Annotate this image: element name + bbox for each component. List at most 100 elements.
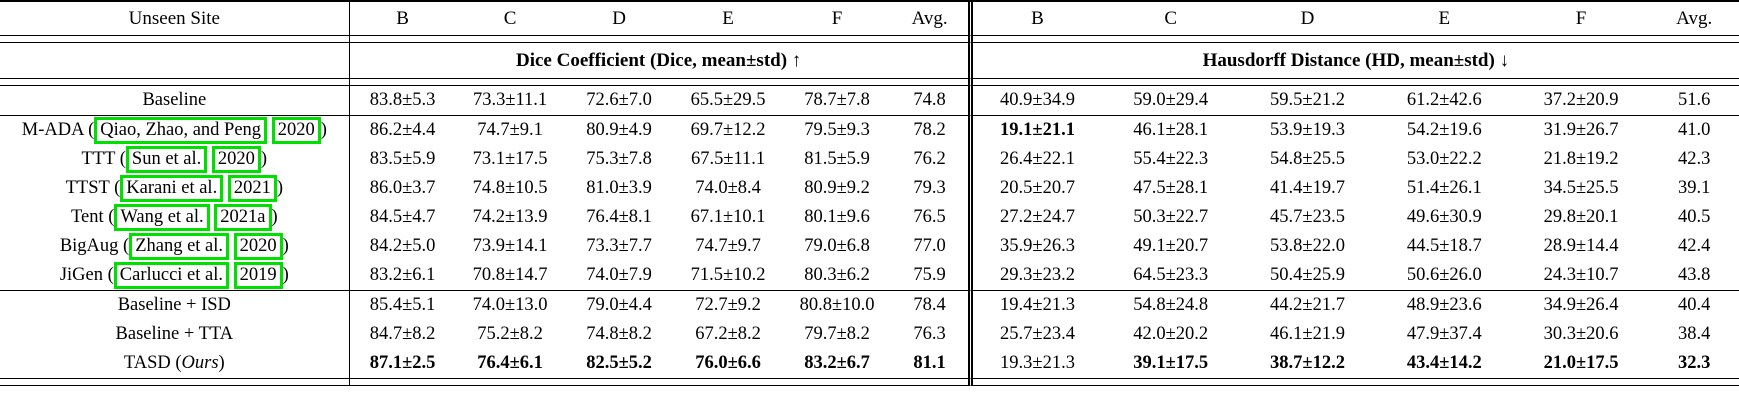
row-label: Tent (Wang et al. 2021a) bbox=[0, 203, 350, 232]
dice-value-cell: 76.5 bbox=[913, 207, 946, 227]
col-header-dice-c: C bbox=[455, 2, 565, 36]
dice-value-cell: 84.2±5.0 bbox=[369, 236, 436, 256]
col-header-unseen-site: Unseen Site bbox=[0, 2, 350, 36]
table-row: JiGen (Carlucci et al. 2019) 83.2±6.1 70.8… bbox=[0, 261, 1739, 290]
hd-value-cell: 59.0±29.4 bbox=[1133, 90, 1209, 110]
hd-value-cell: 42.3 bbox=[1678, 149, 1711, 169]
hd-value-cell: 46.1±28.1 bbox=[1102, 115, 1240, 145]
citation-link[interactable]: 2021a bbox=[214, 204, 272, 231]
dice-value-cell: 87.1±2.5 bbox=[349, 349, 456, 379]
row-label-text: Baseline bbox=[142, 90, 207, 110]
dice-value-cell: 67.1±10.1 bbox=[690, 207, 766, 227]
dice-value-cell: 84.5±4.7 bbox=[369, 207, 436, 227]
citation-link[interactable]: Carlucci et al. bbox=[113, 262, 230, 289]
citation-link[interactable]: Sun et al. bbox=[125, 146, 208, 173]
citation-link[interactable]: Wang et al. bbox=[114, 204, 210, 231]
col-header-hd-d: D bbox=[1239, 2, 1376, 36]
dice-value-cell: 81.5±5.9 bbox=[804, 149, 870, 169]
row-label-text: ) bbox=[282, 265, 289, 285]
hd-value-cell: 29.3±23.2 bbox=[967, 261, 1103, 290]
table-row: TASD (Ours) 87.1±2.5 76.4±6.1 82.5±5.2 76.0±… bbox=[0, 349, 1739, 379]
row-label: TTST (Karani et al. 2021) bbox=[0, 174, 350, 203]
hd-value-cell: 42.4 bbox=[1678, 236, 1711, 256]
dice-value-cell: 72.7±9.2 bbox=[673, 290, 783, 320]
row-label-text: TTT ( bbox=[81, 149, 126, 169]
hd-value-cell: 42.0±20.2 bbox=[1133, 324, 1209, 344]
dice-value-cell: 70.8±14.7 bbox=[472, 265, 548, 285]
row-label: Baseline + TTA bbox=[0, 320, 350, 349]
dice-value-cell: 84.7±8.2 bbox=[369, 324, 436, 344]
citation-link[interactable]: 2020 bbox=[211, 146, 261, 173]
row-label-text: TASD ( bbox=[123, 353, 182, 373]
table-row: Baseline 83.8±5.3 73.3±11.1 72.6±7.0 65.5±29… bbox=[0, 86, 1739, 115]
dice-section-title: Dice Coefficient (Dice, mean±std) ↑ bbox=[349, 43, 968, 79]
hd-value-cell: 40.4 bbox=[1649, 290, 1739, 320]
hd-value-cell: 54.8±24.8 bbox=[1102, 290, 1240, 320]
citation-link[interactable]: Zhang et al. bbox=[129, 233, 230, 260]
citation-link[interactable]: Qiao, Zhao, and Peng bbox=[94, 117, 268, 144]
hd-value-cell: 28.9±14.4 bbox=[1543, 236, 1619, 256]
hd-value-cell: 55.4±22.3 bbox=[1133, 149, 1209, 169]
hd-value-cell: 26.4±22.1 bbox=[967, 145, 1103, 174]
dice-value-cell: 73.1±17.5 bbox=[472, 149, 548, 169]
hd-value-cell: 34.5±25.5 bbox=[1543, 178, 1619, 198]
row-label-italic: Ours bbox=[181, 353, 219, 373]
dice-value-cell: 80.9±4.9 bbox=[564, 115, 674, 145]
row-label-text: Tent ( bbox=[70, 207, 115, 227]
table-row: TTT (Sun et al. 2020) 83.5±5.9 73.1±17.5 75… bbox=[0, 145, 1739, 174]
dice-value-cell: 83.5±5.9 bbox=[369, 149, 436, 169]
hd-value-cell: 27.2±24.7 bbox=[967, 203, 1103, 232]
row-label-text: ) bbox=[282, 236, 289, 256]
hd-value-cell: 41.0 bbox=[1649, 115, 1739, 145]
row-label-text: TTST ( bbox=[65, 178, 121, 198]
dice-value-cell: 74.8 bbox=[913, 90, 946, 110]
empty-corner-cell bbox=[0, 43, 350, 79]
hd-value-cell: 49.6±30.9 bbox=[1406, 207, 1482, 227]
table-row: Baseline + TTA 84.7±8.2 75.2±8.2 74.8±8.2 67… bbox=[0, 320, 1739, 349]
table-row: M-ADA (Qiao, Zhao, and Peng 2020) 86.2±4.… bbox=[0, 115, 1739, 145]
dice-value-cell: 78.4 bbox=[891, 290, 968, 320]
hd-value-cell: 49.1±20.7 bbox=[1133, 236, 1209, 256]
dice-value-cell: 75.9 bbox=[913, 265, 946, 285]
dice-value-cell: 80.3±6.2 bbox=[804, 265, 870, 285]
col-header-dice-f: F bbox=[782, 2, 892, 36]
hd-value-cell: 51.4±26.1 bbox=[1406, 178, 1482, 198]
header-row: Unseen Site B C D E F Avg. B C D E F Avg… bbox=[0, 2, 1739, 36]
hd-value-cell: 41.4±19.7 bbox=[1270, 178, 1345, 198]
dice-value-cell: 76.2 bbox=[913, 149, 946, 169]
hd-value-cell: 19.3±21.3 bbox=[967, 349, 1103, 379]
table-row: Baseline + ISD 85.4±5.1 74.0±13.0 79.0±4.4 7… bbox=[0, 290, 1739, 320]
hd-value-cell: 25.7±23.4 bbox=[967, 320, 1103, 349]
dice-value-cell: 82.5±5.2 bbox=[564, 349, 674, 379]
dice-value-cell: 80.8±10.0 bbox=[782, 290, 892, 320]
dice-value-cell: 79.5±9.3 bbox=[782, 115, 892, 145]
citation-link[interactable]: 2020 bbox=[271, 117, 321, 144]
hd-value-cell: 32.3 bbox=[1649, 349, 1739, 379]
citation-link[interactable]: Karani et al. bbox=[120, 175, 224, 202]
results-table: Unseen Site B C D E F Avg. B C D E F Avg… bbox=[0, 0, 1739, 386]
dice-value-cell: 76.3 bbox=[913, 324, 946, 344]
col-header-hd-c: C bbox=[1102, 2, 1240, 36]
citation-link[interactable]: 2019 bbox=[233, 262, 283, 289]
hd-value-cell: 40.5 bbox=[1678, 207, 1711, 227]
dice-value-cell: 76.4±8.1 bbox=[586, 207, 652, 227]
hd-value-cell: 31.9±26.7 bbox=[1512, 115, 1650, 145]
dice-value-cell: 78.2 bbox=[891, 115, 968, 145]
dice-value-cell: 73.3±7.7 bbox=[586, 236, 652, 256]
col-header-hd-b: B bbox=[967, 2, 1103, 36]
hd-value-cell: 53.9±19.3 bbox=[1239, 115, 1376, 145]
dice-value-cell: 81.0±3.9 bbox=[586, 178, 652, 198]
col-header-dice-b: B bbox=[349, 2, 456, 36]
hd-value-cell: 53.0±22.2 bbox=[1406, 149, 1482, 169]
citation-link[interactable]: 2020 bbox=[233, 233, 283, 260]
row-label: Baseline + ISD bbox=[0, 290, 350, 320]
paper-table-figure: Unseen Site B C D E F Avg. B C D E F Avg… bbox=[0, 0, 1739, 386]
col-header-hd-avg: Avg. bbox=[1649, 2, 1739, 36]
row-label: Baseline bbox=[0, 86, 350, 115]
row-label: M-ADA (Qiao, Zhao, and Peng 2020) bbox=[0, 115, 350, 145]
row-label-text: Baseline + TTA bbox=[115, 324, 234, 344]
table-row: BigAug (Zhang et al. 2020) 84.2±5.0 73.9±1… bbox=[0, 232, 1739, 261]
dice-value-cell: 80.1±9.6 bbox=[804, 207, 870, 227]
citation-link[interactable]: 2021 bbox=[227, 175, 277, 202]
hd-value-cell: 29.8±20.1 bbox=[1543, 207, 1619, 227]
